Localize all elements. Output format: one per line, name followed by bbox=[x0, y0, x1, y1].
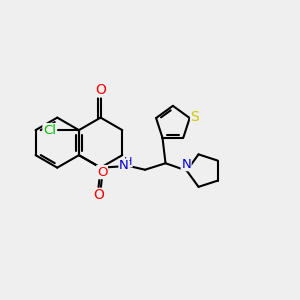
Text: N: N bbox=[119, 159, 129, 172]
Text: S: S bbox=[190, 110, 200, 124]
Text: O: O bbox=[95, 83, 106, 97]
Text: N: N bbox=[181, 158, 191, 171]
Text: H: H bbox=[124, 157, 132, 167]
Text: O: O bbox=[93, 188, 104, 202]
Text: O: O bbox=[97, 166, 107, 178]
Text: Cl: Cl bbox=[43, 124, 56, 136]
